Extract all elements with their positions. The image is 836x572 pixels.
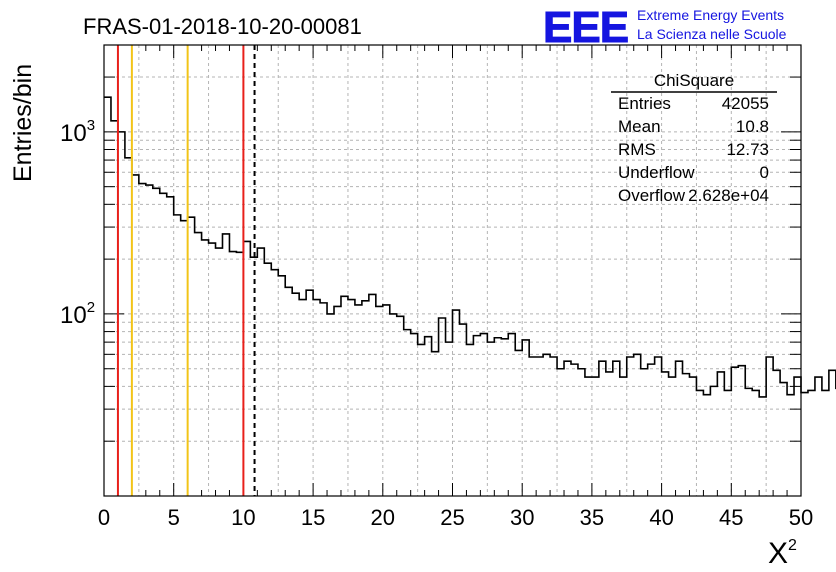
x-tick-label: 45 — [719, 505, 743, 530]
stats-label: Underflow — [618, 163, 695, 182]
stats-value: 0 — [760, 163, 769, 182]
x-tick-label: 15 — [301, 505, 325, 530]
stats-value: 12.73 — [726, 140, 769, 159]
reference-lines — [116, 45, 256, 496]
x-tick-label: 0 — [98, 505, 110, 530]
y-tick-label: 102 — [60, 299, 95, 329]
stats-value: 2.628e+04 — [688, 186, 769, 205]
logo-line1: Extreme Energy Events — [637, 7, 784, 23]
x-tick-label: 35 — [580, 505, 604, 530]
x-axis-label: X2 — [768, 537, 797, 570]
x-tick-label: 10 — [231, 505, 255, 530]
x-tick-label: 50 — [789, 505, 813, 530]
x-tick-label: 30 — [510, 505, 534, 530]
stats-value: 10.8 — [736, 117, 769, 136]
stats-label: Overflow — [618, 186, 686, 205]
stats-box: ChiSquare Entries 42055 Mean 10.8 RMS 12.73 Un… — [611, 71, 777, 205]
stats-label: RMS — [618, 140, 656, 159]
logo-line2: La Scienza nelle Scuole — [637, 26, 787, 42]
x-tick-label: 5 — [168, 505, 180, 530]
stats-label: Entries — [618, 94, 671, 113]
stats-value: 42055 — [722, 94, 769, 113]
grid — [104, 44, 801, 497]
stats-label: Mean — [618, 117, 661, 136]
y-tick-label: 103 — [60, 117, 95, 147]
x-axis-ticks: 0 5 10 15 20 25 30 35 40 45 50 — [98, 505, 813, 530]
x-tick-label: 25 — [440, 505, 464, 530]
chart-title: FRAS-01-2018-10-20-00081 — [83, 14, 362, 39]
stats-title: ChiSquare — [654, 71, 734, 90]
logo-mark: EEE — [543, 3, 628, 52]
x-tick-label: 20 — [371, 505, 395, 530]
eee-logo: EEE Extreme Energy Events La Scienza nel… — [543, 3, 787, 53]
y-axis-ticks: 102 103 — [60, 117, 95, 329]
x-tick-label: 40 — [649, 505, 673, 530]
axis-minor-ticks — [103, 44, 802, 497]
plot-frame — [103, 44, 802, 497]
y-axis-label: Entries/bin — [9, 64, 37, 182]
